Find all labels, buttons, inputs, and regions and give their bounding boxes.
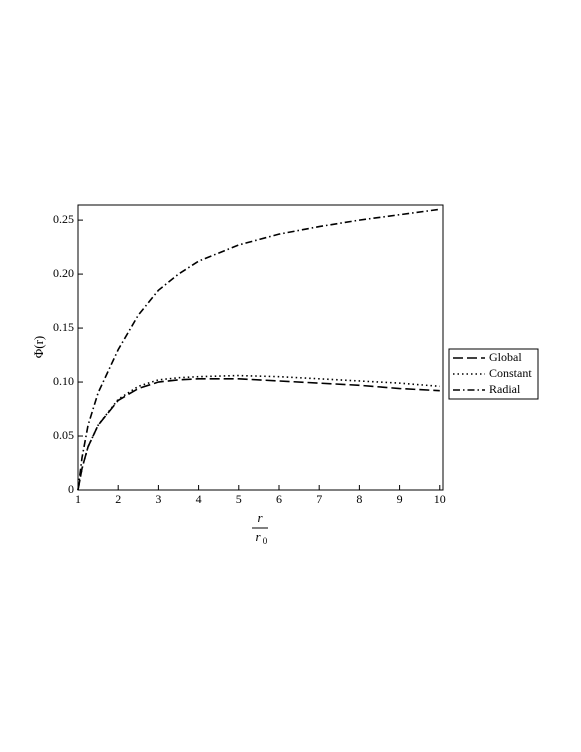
legend-label: Constant [489,366,532,380]
x-label-denominator: r [255,529,261,544]
x-label-numerator: r [257,510,263,525]
y-axis-label: Φ(r) [31,336,46,359]
y-tick-label: 0.15 [53,320,74,334]
y-tick-label: 0.10 [53,374,74,388]
y-tick-label: 0.05 [53,428,74,442]
x-tick-label: 7 [316,492,322,506]
plot-frame [77,204,444,491]
x-label-subscript: 0 [263,536,268,546]
x-tick-label: 1 [75,492,81,506]
legend-label: Global [489,350,522,364]
x-tick-label: 3 [155,492,161,506]
x-tick-label: 9 [397,492,403,506]
x-tick-label: 5 [236,492,242,506]
series-line [77,208,440,491]
x-tick-label: 4 [196,492,202,506]
x-tick-label: 8 [356,492,362,506]
series-line [77,374,440,491]
series-line [77,378,440,491]
x-tick-label: 6 [276,492,282,506]
legend-label: Radial [489,382,521,396]
y-tick-label: 0.20 [53,266,74,280]
y-tick-label: 0.25 [53,212,74,226]
x-tick-label: 10 [434,492,446,506]
y-tick-label: 0 [68,482,74,496]
x-tick-label: 2 [115,492,121,506]
